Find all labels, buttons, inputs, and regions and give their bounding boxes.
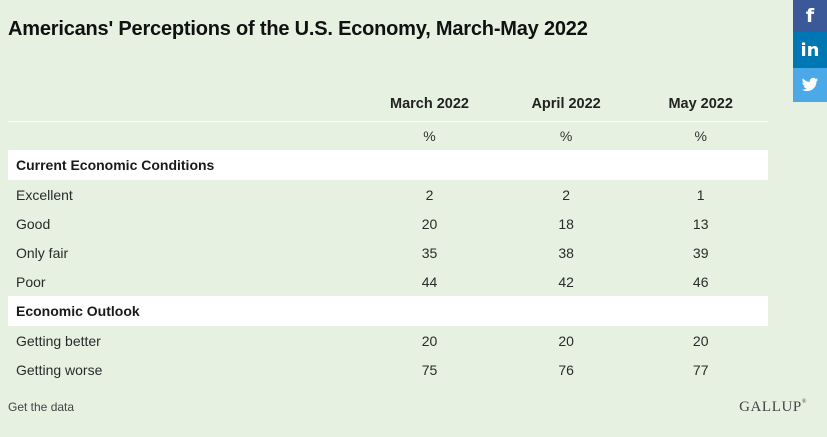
table-cell: 76 xyxy=(558,361,574,378)
row-label: Poor xyxy=(16,273,46,290)
section-blank xyxy=(633,296,768,326)
linkedin-share-button[interactable]: in xyxy=(793,32,827,68)
unit-cell: % xyxy=(498,121,634,150)
table-cell: 38 xyxy=(558,244,574,261)
row-label: Getting better xyxy=(16,332,101,349)
table-cell: 20 xyxy=(692,332,709,349)
get-the-data-link[interactable]: Get the data xyxy=(8,400,75,414)
table-cell: 2 xyxy=(425,186,434,203)
table-cell: 46 xyxy=(692,273,709,290)
section-heading: Economic Outlook xyxy=(8,296,361,326)
unit-cell: % xyxy=(633,121,768,150)
table-cell: 44 xyxy=(421,273,438,290)
table-row: Only fair 35 38 39 xyxy=(8,238,768,267)
row-label: Excellent xyxy=(16,186,73,203)
column-header-april: April 2022 xyxy=(531,95,601,112)
table-cell: 75 xyxy=(421,361,438,378)
facebook-share-button[interactable]: f xyxy=(793,0,827,32)
column-header-may: May 2022 xyxy=(668,95,733,112)
section-blank xyxy=(498,296,634,326)
section-blank xyxy=(633,150,768,180)
table-row: Getting worse 75 76 77 xyxy=(8,355,768,384)
row-label: Only fair xyxy=(16,244,69,261)
registered-mark: ® xyxy=(801,399,807,405)
row-label: Getting worse xyxy=(16,361,103,378)
gallup-logo-text: GALLUP xyxy=(739,399,802,415)
share-bar: f in xyxy=(793,0,827,102)
table-row: Poor 44 42 46 xyxy=(8,267,768,296)
page-title: Americans' Perceptions of the U.S. Econo… xyxy=(8,18,588,40)
column-header-row: March 2022 April 2022 May 2022 xyxy=(8,86,768,122)
table-row: Good 20 18 13 xyxy=(8,209,768,238)
facebook-icon: f xyxy=(805,5,815,27)
section-header-row: Economic Outlook xyxy=(8,296,768,326)
section-blank xyxy=(498,150,634,180)
table-cell: 20 xyxy=(421,215,438,232)
table-cell: 13 xyxy=(692,215,709,232)
linkedin-icon: in xyxy=(800,39,820,61)
table-cell: 77 xyxy=(692,361,709,378)
table-cell: 2 xyxy=(562,186,570,203)
table-cell: 35 xyxy=(421,244,438,261)
section-header-row: Current Economic Conditions xyxy=(8,150,768,180)
column-header-march: March 2022 xyxy=(390,95,469,112)
table-cell: 42 xyxy=(558,273,574,290)
unit-row: % % % xyxy=(8,121,768,150)
row-label: Good xyxy=(16,215,51,232)
section-blank xyxy=(360,296,499,326)
section-heading: Current Economic Conditions xyxy=(8,150,361,180)
section-blank xyxy=(360,150,499,180)
table-row: Excellent 2 2 1 xyxy=(8,180,768,209)
economy-table: March 2022 April 2022 May 2022 % % % Cur… xyxy=(8,86,768,384)
table-cell: 39 xyxy=(692,244,709,261)
table-cell: 18 xyxy=(558,215,574,232)
twitter-icon xyxy=(801,77,819,92)
table-cell: 20 xyxy=(558,332,574,349)
table-cell: 20 xyxy=(421,332,438,349)
header-blank xyxy=(8,86,360,122)
twitter-share-button[interactable] xyxy=(793,68,827,102)
table-cell: 1 xyxy=(696,186,705,203)
unit-cell: % xyxy=(360,121,499,150)
gallup-logo: GALLUP® xyxy=(739,399,807,416)
unit-blank xyxy=(8,121,361,150)
table-row: Getting better 20 20 20 xyxy=(8,326,768,355)
